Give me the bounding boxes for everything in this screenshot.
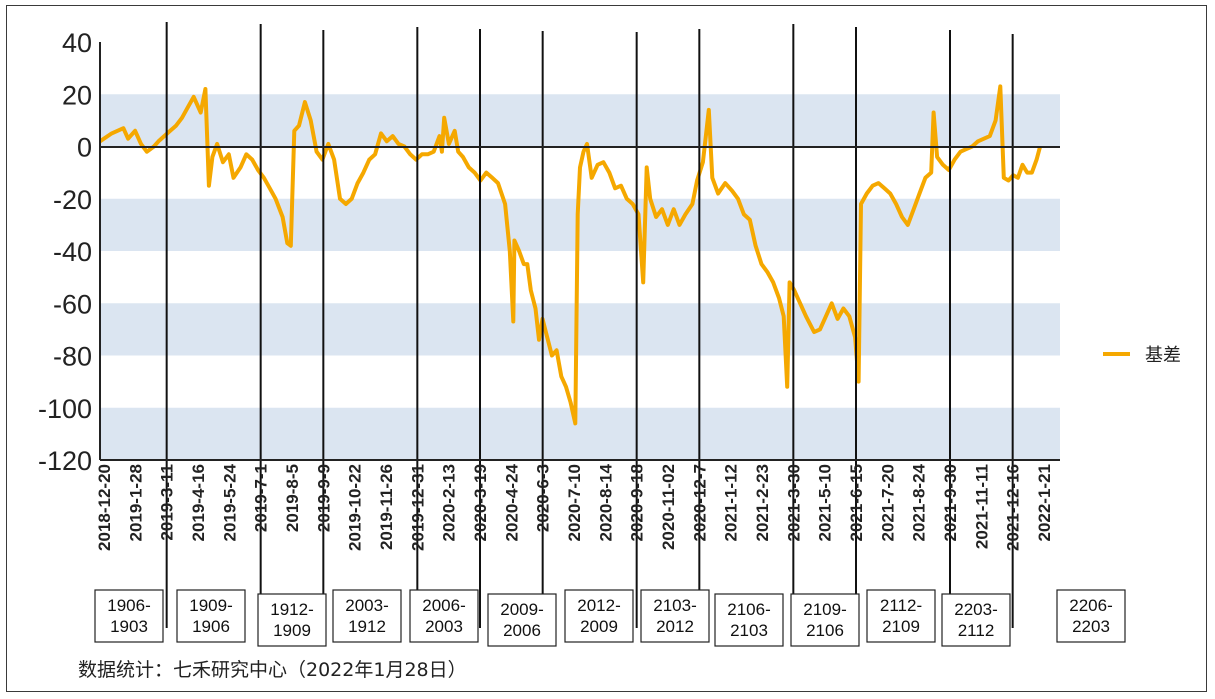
spread-label-text: 2103- — [653, 596, 696, 615]
spread-label-text: 2106 — [806, 621, 844, 640]
spread-label-box: 1912- 1909 — [257, 593, 327, 647]
source-note: 数据统计：七禾研究中心（2022年1月28日） — [78, 659, 467, 681]
x-tick-label: 2020-7-10 — [565, 464, 584, 542]
x-tick-label: 2019-8-5 — [283, 464, 302, 532]
y-tick-label: -40 — [53, 237, 92, 267]
x-tick-label: 2020-9-18 — [628, 464, 647, 542]
x-tick-label: 2021-1-12 — [722, 464, 741, 542]
x-tick-label: 2020-4-24 — [502, 463, 521, 541]
spread-label-box: 2009- 2006 — [487, 593, 557, 647]
series-layer — [98, 84, 1043, 426]
shaded-band — [100, 94, 1060, 147]
spread-label-text: 2003 — [425, 617, 463, 636]
x-tick-label: 2019-3-11 — [158, 464, 177, 541]
y-tick-label: 20 — [62, 80, 92, 110]
spread-label-box: 2106- 2103 — [714, 593, 784, 647]
y-axis-ticks: 40 20 0 -20 -40 -60 -80 -100 -120 — [38, 28, 92, 476]
chart-frame — [6, 5, 1207, 692]
spread-label-text: 2103 — [730, 621, 768, 640]
spread-label-box: 2103- 2012 — [640, 589, 710, 643]
x-tick-label: 2020-11-02 — [659, 464, 678, 550]
spread-label-text: 2006 — [503, 621, 541, 640]
series-line-basis — [98, 84, 1043, 426]
x-tick-label: 2021-2-23 — [753, 464, 772, 542]
spread-label-text: 2206- — [1069, 596, 1112, 615]
spread-label-text: 2012 — [656, 617, 694, 636]
spread-label-box: 1909- 1906 — [176, 589, 246, 643]
y-tick-label: -120 — [38, 446, 92, 476]
spread-label-text: 1912- — [270, 600, 313, 619]
spread-label-box: 2206- 2203 — [1056, 589, 1126, 643]
x-tick-label: 2020-12-7 — [690, 464, 709, 542]
spread-label-text: 1906- — [107, 596, 150, 615]
legend: 基差 — [1103, 345, 1181, 365]
x-tick-label: 2021-9-30 — [941, 464, 960, 542]
x-tick-label: 2019-12-31 — [408, 464, 427, 551]
spread-label-box: 2006- 2003 — [409, 589, 479, 643]
spread-label-box: 2109- 2106 — [790, 593, 860, 647]
spread-label-text: 1906 — [192, 617, 230, 636]
x-tick-label: 2021-11-11 — [972, 464, 991, 549]
x-tick-label: 2021-5-10 — [816, 464, 835, 542]
spread-label-box: 2203- 2112 — [941, 593, 1011, 647]
spread-label-box: 2012- 2009 — [564, 589, 634, 643]
x-tick-label: 2021-12-16 — [1004, 464, 1023, 551]
spread-label-text: 2012- — [577, 596, 620, 615]
spread-label-text: 2112 — [958, 621, 995, 640]
x-tick-label: 2021-6-15 — [847, 464, 866, 542]
legend-label: 基差 — [1145, 345, 1181, 365]
x-axis-ticks: 2018-12-20 2019-1-28 2019-3-11 2019-4-16 201… — [95, 463, 1054, 551]
spread-label-text: 2203- — [954, 600, 997, 619]
shaded-band — [100, 303, 1060, 356]
y-tick-label: -100 — [38, 394, 92, 424]
spread-label-text: 2003- — [345, 596, 388, 615]
y-tick-label: -20 — [53, 185, 92, 215]
spread-label-text: 1909 — [273, 621, 311, 640]
shaded-band — [100, 407, 1060, 460]
x-tick-label: 2022-1-21 — [1035, 464, 1054, 542]
x-tick-label: 2021-3-30 — [784, 464, 803, 542]
x-tick-label: 2020-6-3 — [534, 464, 553, 532]
x-tick-label: 2018-12-20 — [95, 464, 114, 551]
x-tick-label: 2021-8-24 — [910, 463, 929, 541]
contract-switch-lines — [165, 22, 1014, 628]
x-tick-label: 2019-7-1 — [252, 464, 271, 532]
spread-label-text: 2009 — [580, 617, 618, 636]
spread-label-text: 2009- — [500, 600, 543, 619]
x-tick-label: 2020-8-14 — [596, 463, 615, 541]
spread-label-text: 1912 — [348, 617, 386, 636]
y-tick-label: -80 — [53, 342, 92, 372]
x-tick-label: 2021-7-20 — [878, 464, 897, 542]
y-tick-label: -60 — [53, 289, 92, 319]
spread-label-text: 2109- — [803, 600, 846, 619]
spread-label-text: 1909- — [189, 596, 232, 615]
x-tick-label: 2019-5-24 — [220, 463, 239, 541]
spread-label-box: 2003- 1912 — [332, 589, 402, 643]
spread-label-text: 2112- — [880, 596, 922, 615]
y-tick-label: 40 — [62, 28, 92, 58]
spread-label-text: 2006- — [422, 596, 465, 615]
x-tick-label: 2020-3-19 — [471, 464, 490, 542]
x-tick-label: 2019-4-16 — [189, 464, 208, 542]
shaded-bands — [100, 94, 1060, 460]
spread-label-text: 2203 — [1072, 617, 1110, 636]
spread-label-box: 2112- 2109 — [866, 589, 936, 643]
spread-label-text: 2109 — [882, 617, 920, 636]
spread-label-text: 1903 — [110, 617, 148, 636]
x-tick-label: 2019-9-9 — [314, 464, 333, 532]
x-tick-label: 2019-11-26 — [377, 464, 396, 550]
y-tick-label: 0 — [77, 133, 92, 163]
x-tick-label: 2019-10-22 — [346, 464, 365, 551]
spread-label-text: 2106- — [727, 600, 770, 619]
x-tick-label: 2019-1-28 — [126, 464, 145, 542]
x-tick-label: 2020-2-13 — [440, 464, 459, 542]
spread-label-boxes: 1906- 1903 1909- 1906 1912- 1909 2003- 1912 2006… — [94, 589, 1126, 647]
spread-label-box: 1906- 1903 — [94, 589, 164, 643]
